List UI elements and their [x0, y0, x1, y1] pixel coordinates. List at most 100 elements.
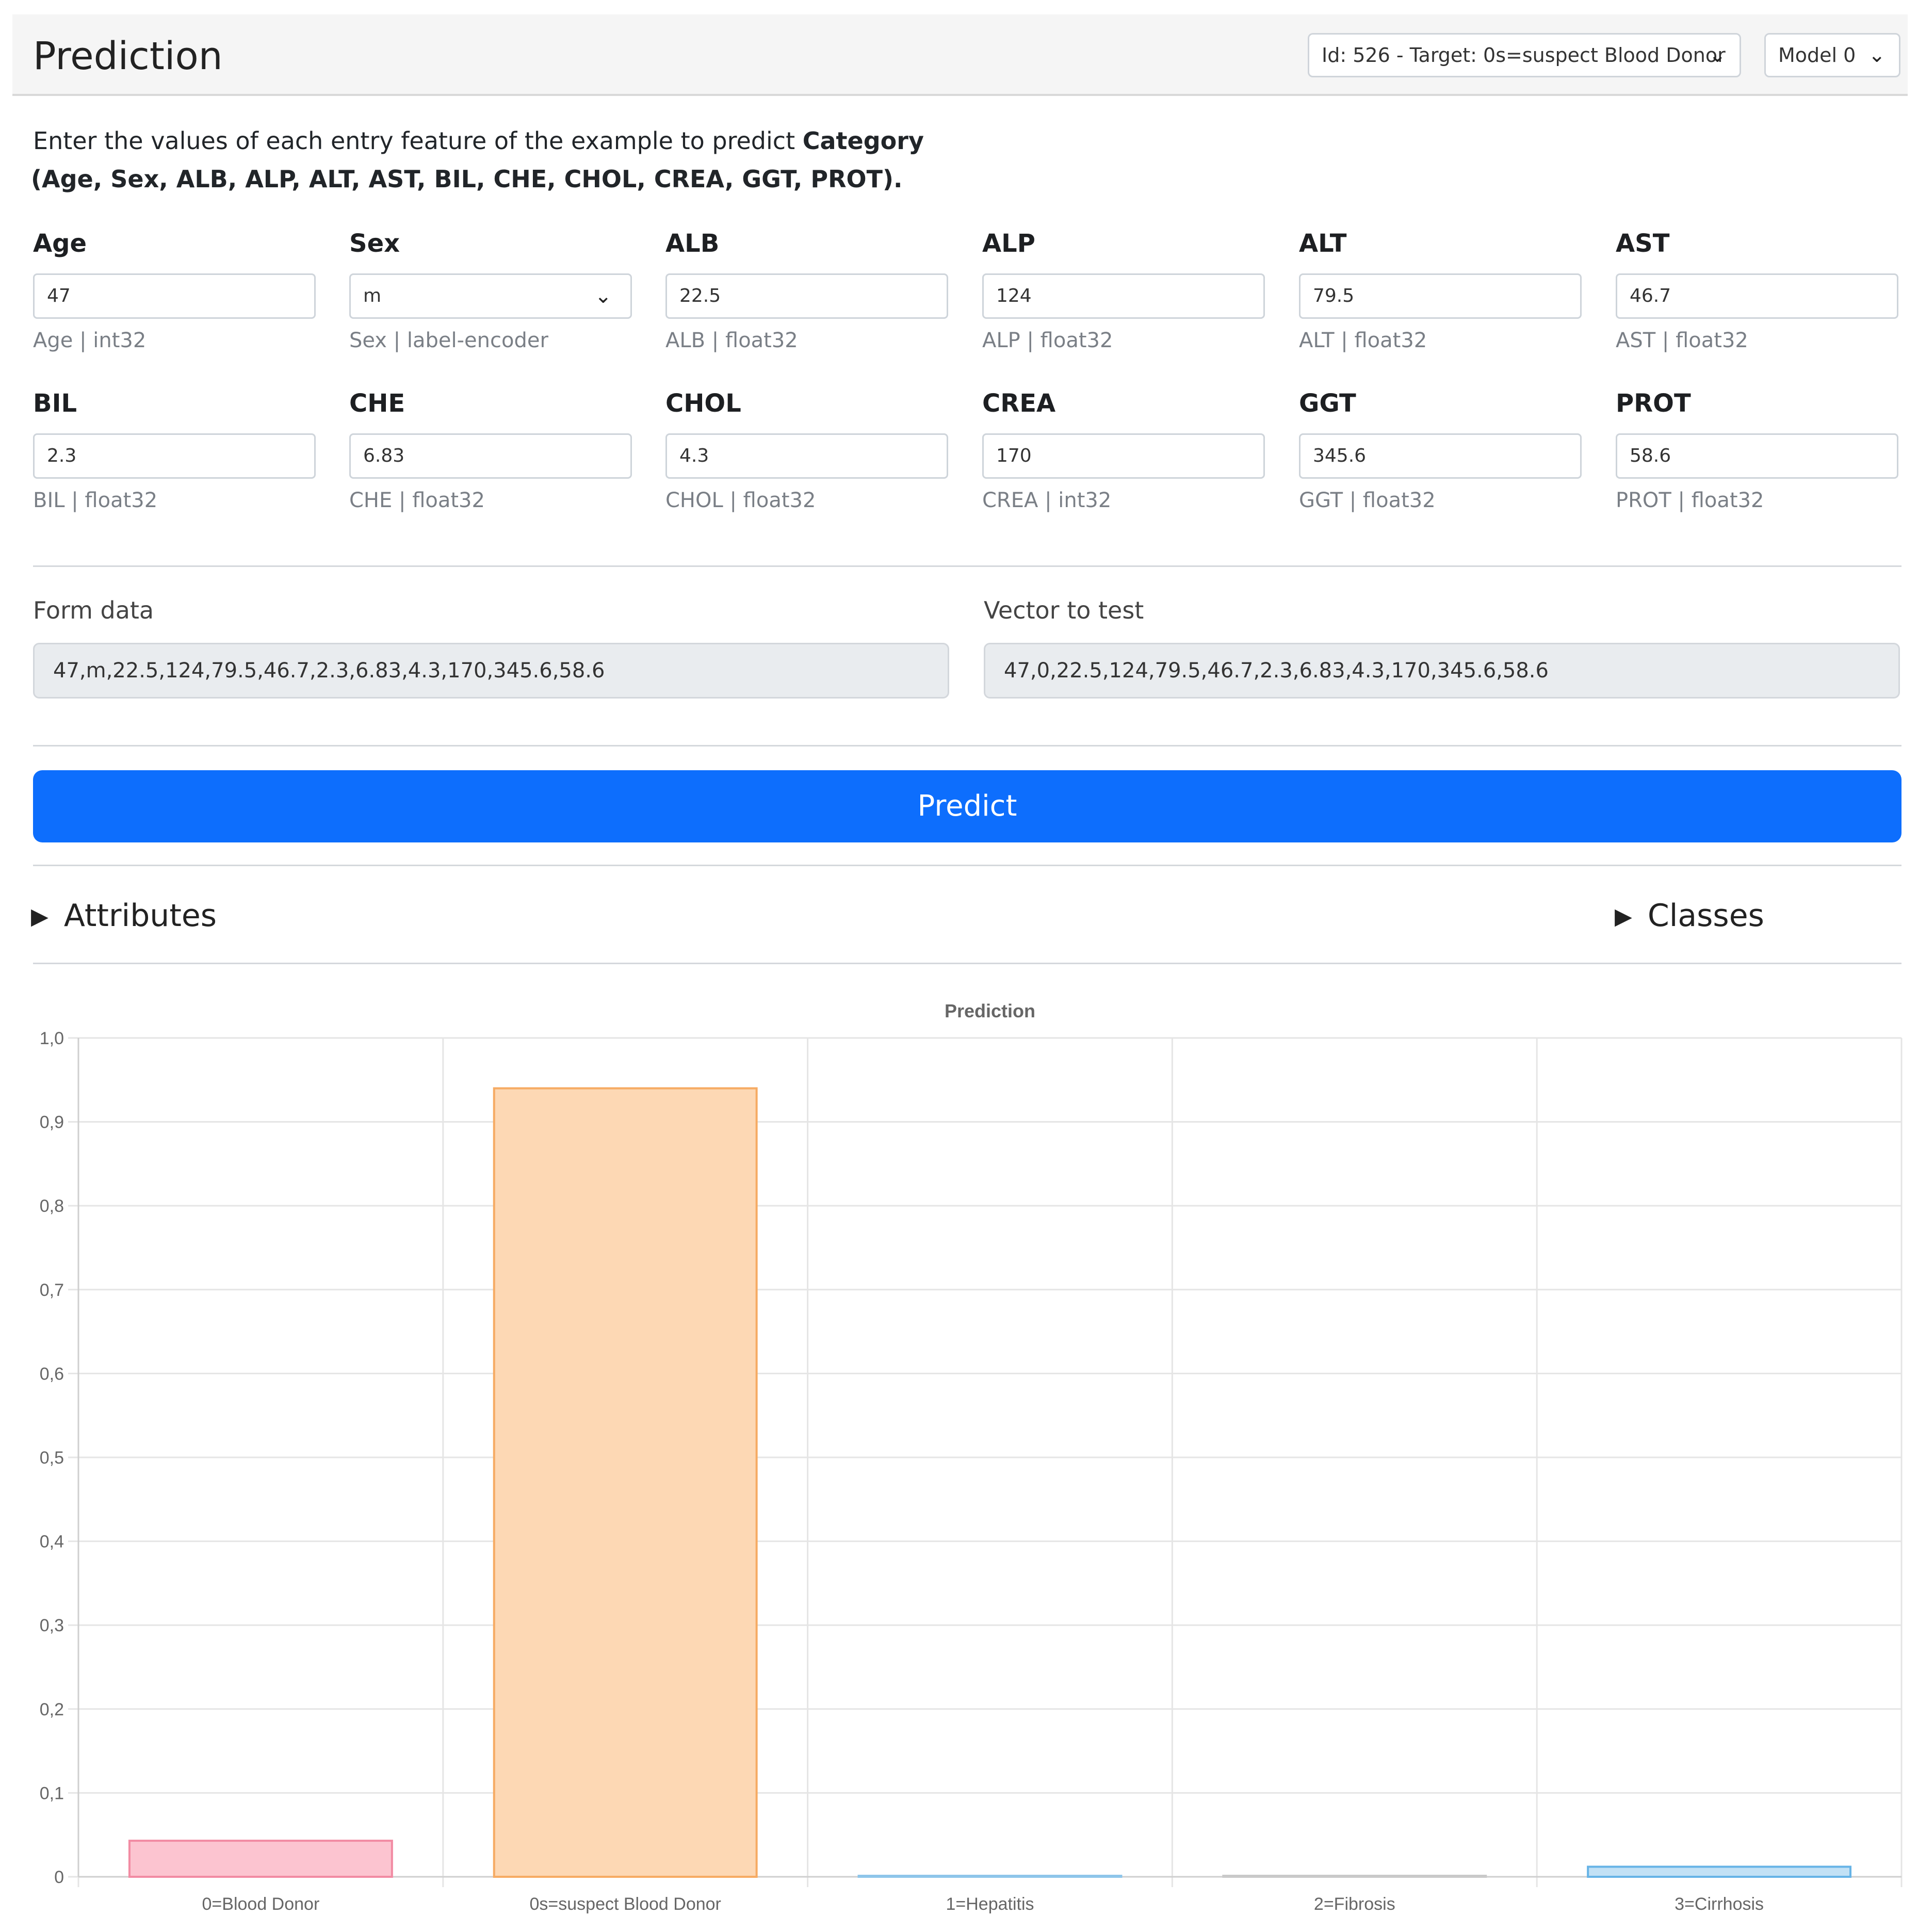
chevron-down-icon: ⌄	[594, 284, 612, 308]
field-alt: ALT 79.5 ALT | float32	[1299, 231, 1582, 351]
field-hint: CHOL | float32	[665, 489, 816, 512]
field-alp: ALP 124 ALP | float32	[982, 231, 1265, 351]
caret-right-icon: ▶	[31, 903, 48, 930]
vector-label: Vector to test	[984, 596, 1144, 624]
x-tick-label: 2=Fibrosis	[1314, 1894, 1395, 1914]
field-label: Sex	[349, 229, 400, 258]
field-hint: BIL | float32	[33, 489, 158, 512]
bar-4	[1587, 1865, 1852, 1878]
chevron-down-icon: ⌄	[1868, 43, 1886, 67]
bar-3	[1222, 1875, 1487, 1878]
intro-line-1: Enter the values of each entry feature o…	[33, 127, 924, 155]
intro-target: Category	[802, 127, 924, 155]
x-tick-label: 0s=suspect Blood Donor	[529, 1894, 721, 1914]
target-example-select[interactable]: Id: 526 - Target: 0s=suspect Blood Donor…	[1308, 33, 1741, 77]
model-select[interactable]: Model 0 ⌄	[1764, 33, 1900, 77]
header-bar: Prediction Id: 526 - Target: 0s=suspect …	[12, 14, 1908, 96]
y-tick-label: 0	[54, 1868, 64, 1887]
y-tick-label: 0,4	[40, 1532, 64, 1552]
crea-input[interactable]: 170	[982, 433, 1265, 479]
divider	[33, 865, 1901, 866]
x-tick-label: 1=Hepatitis	[946, 1894, 1034, 1914]
field-hint: ALT | float32	[1299, 329, 1427, 352]
ast-input[interactable]: 46.7	[1616, 273, 1898, 319]
intro-line-2: (Age, Sex, ALB, ALP, ALT, AST, BIL, CHE,…	[31, 165, 903, 193]
field-value: 4.3	[679, 445, 709, 466]
field-crea: CREA 170 CREA | int32	[982, 391, 1265, 511]
attributes-toggle[interactable]: ▶ Attributes	[31, 900, 217, 931]
field-label: ALB	[665, 229, 720, 258]
x-tick-label: 0=Blood Donor	[202, 1894, 320, 1914]
form-data-field[interactable]: 47,m,22.5,124,79.5,46.7,2.3,6.83,4.3,170…	[33, 643, 949, 699]
bar-1	[493, 1087, 758, 1878]
field-value: m	[363, 285, 382, 306]
alt-input[interactable]: 79.5	[1299, 273, 1582, 319]
vector-value: 47,0,22.5,124,79.5,46.7,2.3,6.83,4.3,170…	[1004, 659, 1549, 683]
classes-toggle[interactable]: ▶ Classes	[1615, 900, 1764, 931]
page-title: Prediction	[33, 34, 223, 78]
field-ast: AST 46.7 AST | float32	[1616, 231, 1898, 351]
field-label: AST	[1616, 229, 1670, 258]
field-value: 47	[47, 285, 71, 306]
field-alb: ALB 22.5 ALB | float32	[665, 231, 948, 351]
form-data-value: 47,m,22.5,124,79.5,46.7,2.3,6.83,4.3,170…	[53, 659, 605, 683]
y-tick-label: 0,5	[40, 1448, 64, 1468]
field-label: ALP	[982, 229, 1035, 258]
intro-text: Enter the values of each entry feature o…	[33, 127, 803, 155]
ggt-input[interactable]: 345.6	[1299, 433, 1582, 479]
field-label: Age	[33, 229, 87, 258]
chart-title: Prediction	[945, 1000, 1035, 1021]
field-value: 2.3	[47, 445, 77, 466]
field-hint: AST | float32	[1616, 329, 1748, 352]
che-input[interactable]: 6.83	[349, 433, 632, 479]
divider	[33, 963, 1901, 964]
bil-input[interactable]: 2.3	[33, 433, 316, 479]
bar-2	[857, 1875, 1123, 1878]
field-ggt: GGT 345.6 GGT | float32	[1299, 391, 1582, 511]
field-hint: Age | int32	[33, 329, 147, 352]
field-hint: Sex | label-encoder	[349, 329, 548, 352]
y-tick-label: 0,7	[40, 1280, 64, 1300]
alb-input[interactable]: 22.5	[665, 273, 948, 319]
field-bil: BIL 2.3 BIL | float32	[33, 391, 316, 511]
field-label: BIL	[33, 389, 77, 418]
field-label: ALT	[1299, 229, 1347, 258]
y-tick-label: 0,3	[40, 1616, 64, 1635]
field-value: 58.6	[1630, 445, 1671, 466]
field-hint: GGT | float32	[1299, 489, 1436, 512]
y-tick-label: 0,2	[40, 1700, 64, 1719]
field-value: 79.5	[1313, 285, 1355, 306]
field-value: 170	[996, 445, 1032, 466]
field-label: PROT	[1616, 389, 1691, 418]
y-tick-label: 0,8	[40, 1196, 64, 1216]
field-hint: CREA | int32	[982, 489, 1112, 512]
field-label: CHE	[349, 389, 405, 418]
field-che: CHE 6.83 CHE | float32	[349, 391, 632, 511]
prediction-chart: Prediction 0 0,1 0,2 0,3 0,4 0,5 0,6 0,7 0,8 0,9 1,…	[40, 1000, 1903, 1914]
field-value: 6.83	[363, 445, 405, 466]
divider	[33, 745, 1901, 746]
alp-input[interactable]: 124	[982, 273, 1265, 319]
field-label: CREA	[982, 389, 1056, 418]
field-value: 22.5	[679, 285, 721, 306]
prot-input[interactable]: 58.6	[1616, 433, 1898, 479]
field-hint: PROT | float32	[1616, 489, 1764, 512]
y-tick-label: 0,9	[40, 1113, 64, 1132]
field-label: GGT	[1299, 389, 1356, 418]
field-hint: ALB | float32	[665, 329, 798, 352]
y-tick-label: 1,0	[40, 1029, 64, 1048]
chol-input[interactable]: 4.3	[665, 433, 948, 479]
predict-button[interactable]: Predict	[33, 770, 1901, 842]
y-tick-label: 0,6	[40, 1364, 64, 1384]
caret-right-icon: ▶	[1615, 903, 1632, 930]
divider	[33, 565, 1901, 567]
field-hint: ALP | float32	[982, 329, 1113, 352]
chevron-down-icon: ⌄	[1709, 43, 1726, 67]
vector-field[interactable]: 47,0,22.5,124,79.5,46.7,2.3,6.83,4.3,170…	[984, 643, 1900, 699]
field-hint: CHE | float32	[349, 489, 485, 512]
age-input[interactable]: 47	[33, 273, 316, 319]
classes-label: Classes	[1647, 898, 1764, 934]
field-label: CHOL	[665, 389, 741, 418]
sex-select[interactable]: m ⌄	[349, 273, 632, 319]
